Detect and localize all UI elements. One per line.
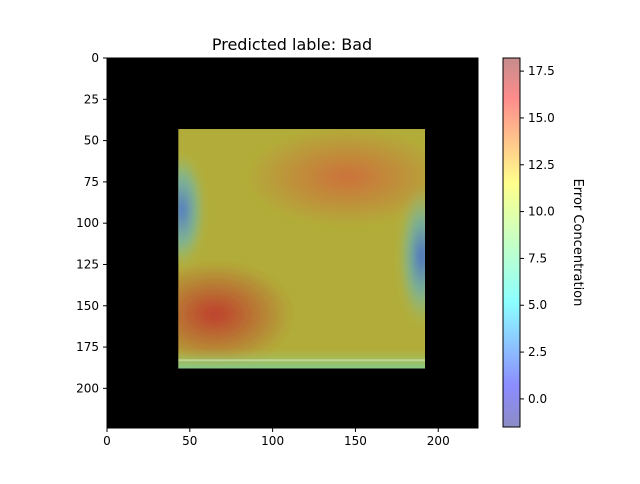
x-tick-label: 0 <box>103 434 111 448</box>
x-tick-label: 50 <box>182 434 197 448</box>
coldspot-left-edge <box>178 153 205 267</box>
colorbar-tick-label: 15.0 <box>528 111 555 125</box>
y-tick-label: 175 <box>76 340 99 354</box>
x-tick-label: 200 <box>427 434 450 448</box>
colorbar-ticks: 0.0 2.5 5.0 7.5 10.0 12.5 15.0 17.5 <box>520 64 555 406</box>
y-axis: 0 25 50 75 100 125 150 175 200 <box>76 51 107 395</box>
hotspot-lower-left <box>178 261 295 367</box>
colorbar-gradient <box>502 57 521 428</box>
y-tick-label: 100 <box>76 216 99 230</box>
y-tick-label: 200 <box>76 381 99 395</box>
colorbar: 0.0 2.5 5.0 7.5 10.0 12.5 15.0 17.5 Error Conce… <box>502 57 585 428</box>
heatmap-plot <box>106 57 479 429</box>
heatmap-image <box>178 129 425 369</box>
chart-title: Predicted lable: Bad <box>212 35 372 54</box>
colorbar-tick-label: 10.0 <box>528 205 555 219</box>
colorbar-label: Error Concentration <box>570 179 585 307</box>
colorbar-tick-label: 12.5 <box>528 158 555 172</box>
y-tick-label: 0 <box>91 51 99 65</box>
x-tick-label: 100 <box>261 434 284 448</box>
plot-frame <box>106 57 479 429</box>
x-tick-label: 150 <box>344 434 367 448</box>
colorbar-tick-label: 5.0 <box>528 298 547 312</box>
colorbar-tick-label: 2.5 <box>528 345 547 359</box>
colorbar-tick-label: 0.0 <box>528 392 547 406</box>
hotspot-upper-center <box>244 129 425 227</box>
bottom-band <box>178 348 425 369</box>
coldspot-right-edge <box>398 186 425 326</box>
x-axis: 0 50 100 150 200 <box>103 428 450 448</box>
y-tick-label: 150 <box>76 299 99 313</box>
colorbar-tick-label: 17.5 <box>528 64 555 78</box>
y-tick-label: 75 <box>84 175 99 189</box>
y-tick-label: 125 <box>76 257 99 271</box>
y-tick-label: 25 <box>84 92 99 106</box>
colorbar-tick-label: 7.5 <box>528 251 547 265</box>
y-tick-label: 50 <box>84 134 99 148</box>
